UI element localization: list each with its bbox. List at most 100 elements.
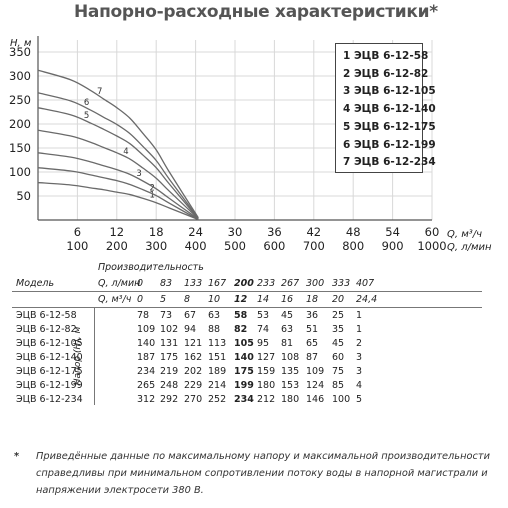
- head-cell: 159: [257, 366, 276, 377]
- head-cell: 25: [332, 310, 345, 321]
- head-cell: 2: [356, 338, 363, 349]
- x-tick-label-lmin: 400: [185, 239, 207, 253]
- table-header-row: Производительность: [12, 262, 482, 275]
- head-cell: 3: [356, 352, 363, 363]
- y-tick-label: 150: [9, 141, 31, 155]
- curve-label: 3: [136, 169, 141, 179]
- q-m3h-cell: 8: [184, 294, 191, 305]
- q-m3h-cell: 0: [137, 294, 144, 305]
- head-cell: 108: [281, 352, 300, 363]
- x-tick-label-m3h: 6: [74, 225, 81, 239]
- head-cell: 88: [208, 324, 221, 335]
- table-header-row: Q, м³/ч 0 5 8 10 12 14 16 18 20 24,4: [12, 294, 482, 307]
- y-tick-label: 350: [9, 45, 31, 59]
- table-divider: [12, 291, 482, 292]
- head-cell: 140: [234, 352, 254, 363]
- q-m3h-cell: 24,4: [356, 294, 378, 305]
- head-cell: 199: [234, 380, 254, 391]
- head-cell: 175: [160, 352, 179, 363]
- head-cell: 248: [160, 380, 179, 391]
- curve-label: 5: [84, 111, 89, 121]
- chart-curves: 123 4 5 67: [37, 69, 199, 221]
- head-cell: 202: [184, 366, 203, 377]
- x-tick-label-m3h: 24: [188, 225, 203, 239]
- q-lmin-cell: 267: [281, 278, 300, 289]
- head-cell: 252: [208, 394, 227, 405]
- head-cell: 81: [281, 338, 294, 349]
- y-tick-label: 250: [9, 93, 31, 107]
- head-cell: 95: [257, 338, 270, 349]
- table-row: ЭЦВ 6-12-234 312 292 270 252 234 212 180 146 100 5: [12, 394, 482, 407]
- chart-ticks: 5010015020025030035061001220018300244003…: [9, 45, 447, 253]
- x-tick-label-m3h: 54: [385, 225, 400, 239]
- head-cell: 180: [281, 394, 300, 405]
- head-cell: 109: [306, 366, 325, 377]
- curve-series-4: [37, 129, 199, 220]
- footnote: * Приведённые данные по максимальному на…: [14, 448, 490, 499]
- x-tick-label-lmin: 900: [382, 239, 404, 253]
- head-cell: 140: [137, 338, 156, 349]
- curve-label: 1: [149, 191, 154, 201]
- head-cell: 65: [306, 338, 319, 349]
- head-cell: 75: [332, 366, 345, 377]
- x-tick-label-lmin: 600: [263, 239, 285, 253]
- head-cell: 51: [306, 324, 319, 335]
- x-tick-label-m3h: 42: [306, 225, 321, 239]
- q-lmin-cell: 0: [137, 278, 144, 289]
- head-cell: 229: [184, 380, 203, 391]
- head-cell: 312: [137, 394, 156, 405]
- x-tick-label-lmin: 300: [145, 239, 167, 253]
- q-m3h-cell: 16: [281, 294, 294, 305]
- table-row: ЭЦВ 6-12-199 265 248 229 214 199 180 153 124 85 4: [12, 380, 482, 393]
- y-axis-label: H, м: [10, 38, 32, 49]
- head-cell: 5: [356, 394, 363, 405]
- curve-label: 7: [97, 87, 102, 97]
- x-tick-label-m3h: 36: [267, 225, 282, 239]
- head-cell: 58: [234, 310, 248, 321]
- head-cell: 73: [160, 310, 173, 321]
- legend-item: 4 ЭЦВ 6-12-140: [343, 103, 436, 116]
- x-tick-label-lmin: 500: [224, 239, 246, 253]
- head-cell: 82: [234, 324, 248, 335]
- table-row: ЭЦВ 6-12-82 109 102 94 88 82 74 63 51 35 1: [12, 324, 482, 337]
- head-cell: 4: [356, 380, 363, 391]
- model-cell: ЭЦВ 6-12-58: [16, 310, 77, 321]
- head-cell: 100: [332, 394, 351, 405]
- x-tick-label-lmin: 800: [342, 239, 364, 253]
- legend-item: 2 ЭЦВ 6-12-82: [343, 67, 429, 80]
- q-m3h-cell: 20: [332, 294, 345, 305]
- x-axis-label-m3h: Q, м³/ч: [447, 229, 482, 240]
- chart-axes: [37, 36, 432, 221]
- head-cell: 214: [208, 380, 227, 391]
- head-cell: 87: [306, 352, 319, 363]
- table-divider: [12, 307, 482, 308]
- q-m3h-cell: 18: [306, 294, 319, 305]
- q-lmin-cell: 200: [234, 278, 254, 289]
- chart-legend: 1 ЭЦВ 6-12-58 2 ЭЦВ 6-12-82 3 ЭЦВ 6-12-1…: [335, 43, 436, 173]
- q-lmin-cell: 300: [306, 278, 325, 289]
- table-header-row: Модель Q, л/мин 0 83 133 167 200 233 267 300 333 40…: [12, 278, 482, 291]
- q-m3h-cell: 14: [257, 294, 270, 305]
- perf-header: Производительность: [98, 262, 204, 273]
- q-lmin-cell: 167: [208, 278, 227, 289]
- head-cell: 265: [137, 380, 156, 391]
- head-cell: 35: [332, 324, 345, 335]
- legend-item: 7 ЭЦВ 6-12-234: [343, 156, 436, 169]
- q-lmin-cell: 407: [356, 278, 375, 289]
- x-tick-label-m3h: 30: [228, 225, 243, 239]
- footnote-text: Приведённые данные по максимальному напо…: [36, 451, 490, 496]
- table-divider: [94, 307, 95, 405]
- model-cell: ЭЦВ 6-12-140: [16, 352, 83, 363]
- head-cell: 3: [356, 366, 363, 377]
- head-cell: 105: [234, 338, 254, 349]
- head-cell: 127: [257, 352, 276, 363]
- x-tick-label-m3h: 12: [109, 225, 124, 239]
- head-cell: 109: [137, 324, 156, 335]
- y-tick-label: 50: [16, 189, 31, 203]
- model-cell: ЭЦВ 6-12-105: [16, 338, 83, 349]
- legend-item: 5 ЭЦВ 6-12-175: [343, 120, 436, 133]
- x-tick-label-lmin: 100: [66, 239, 88, 253]
- table-row: ЭЦВ 6-12-140 187 175 162 151 140 127 108 87 60 3: [12, 352, 482, 365]
- head-cell: 45: [281, 310, 294, 321]
